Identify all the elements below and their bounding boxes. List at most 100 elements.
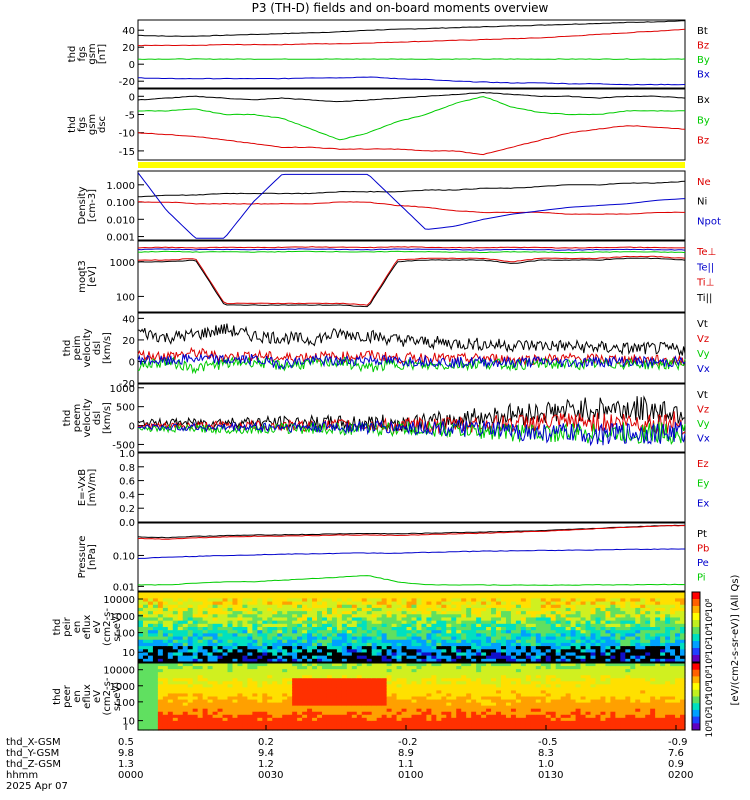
- heatmap-cell: [356, 696, 363, 701]
- heatmap-cell: [212, 623, 219, 628]
- heatmap-cell: [147, 614, 154, 619]
- heatmap-cell: [491, 623, 497, 628]
- heatmap-cell: [277, 604, 283, 609]
- heatmap-cell: [222, 696, 229, 701]
- heatmap-cell: [471, 687, 477, 692]
- heatmap-cell: [312, 702, 318, 707]
- heatmap-cell: [471, 611, 477, 615]
- heatmap-cell: [202, 649, 209, 654]
- heatmap-cell: [396, 592, 403, 596]
- heatmap-cell: [501, 614, 507, 619]
- heatmap-cell: [540, 592, 547, 596]
- heatmap-cell: [426, 726, 432, 731]
- heatmap-cell: [182, 693, 189, 698]
- heatmap-cell: [491, 639, 497, 644]
- heatmap-cell: [272, 672, 278, 676]
- heatmap-cell: [535, 717, 542, 722]
- heatmap-cell: [545, 627, 552, 631]
- heatmap-cell: [640, 714, 646, 719]
- heatmap-cell: [660, 726, 666, 731]
- heatmap-cell: [421, 666, 428, 670]
- heatmap-cell: [366, 705, 373, 710]
- heatmap-cell: [540, 642, 547, 647]
- heatmap-cell: [446, 714, 452, 719]
- heatmap-cell: [505, 666, 512, 670]
- heatmap-cell: [431, 658, 437, 663]
- heatmap-cell: [451, 630, 457, 634]
- heatmap-cell: [252, 717, 258, 722]
- heatmap-cell: [267, 696, 273, 701]
- heatmap-cell: [530, 714, 537, 719]
- panel-frame: [137, 88, 686, 161]
- heatmap-cell: [570, 633, 577, 638]
- heatmap-cell: [645, 649, 651, 654]
- heatmap-cell: [287, 636, 293, 641]
- heatmap-cell: [675, 614, 681, 619]
- heatmap-cell: [580, 611, 587, 615]
- ylabel-line: Pressure: [77, 536, 88, 579]
- heatmap-cell: [391, 693, 398, 698]
- heatmap-cell: [411, 658, 418, 663]
- heatmap-cell: [282, 687, 288, 692]
- heatmap-cell: [232, 592, 239, 596]
- heatmap-cell: [366, 726, 373, 731]
- heatmap-cell: [585, 636, 592, 641]
- heatmap-cell: [560, 639, 567, 644]
- heatmap-cell: [182, 592, 189, 596]
- heatmap-cell: [630, 675, 636, 679]
- heatmap-cell: [565, 611, 572, 615]
- heatmap-cell: [227, 723, 234, 728]
- heatmap-cell: [182, 627, 189, 631]
- heatmap-cell: [336, 639, 343, 644]
- heatmap-cell: [610, 604, 616, 609]
- heatmap-cell: [505, 708, 512, 713]
- heatmap-cell: [441, 646, 447, 650]
- heatmap-cell: [625, 720, 631, 725]
- heatmap-cell: [550, 655, 557, 660]
- heatmap-cell: [645, 652, 651, 657]
- heatmap-cell: [570, 702, 577, 707]
- heatmap-cell: [162, 666, 169, 670]
- heatmap-cell: [182, 720, 189, 725]
- heatmap-cell: [262, 655, 268, 660]
- heatmap-cell: [590, 592, 597, 596]
- heatmap-cell: [560, 693, 567, 698]
- heatmap-cell: [426, 611, 432, 615]
- heatmap-cell: [366, 636, 373, 641]
- heatmap-cell: [486, 633, 492, 638]
- heatmap-cell: [247, 614, 253, 619]
- heatmap-cell: [242, 702, 248, 707]
- heatmap-cell: [496, 646, 502, 650]
- ylabel-line: peem: [72, 404, 83, 432]
- heatmap-cell: [391, 672, 398, 676]
- heatmap-cell: [341, 675, 348, 679]
- heatmap-cell: [640, 620, 646, 625]
- heatmap-cell: [630, 595, 636, 599]
- heatmap-cell: [466, 687, 472, 692]
- heatmap-cell: [292, 642, 298, 647]
- heatmap-cell: [252, 614, 258, 619]
- heatmap-cell: [247, 642, 253, 647]
- heatmap-cell: [167, 720, 174, 725]
- heatmap-cell: [550, 675, 557, 679]
- heatmap-cell: [520, 696, 527, 701]
- legend-entry: Bx: [697, 70, 710, 81]
- heatmap-cell: [471, 714, 477, 719]
- heatmap-cell: [635, 646, 641, 650]
- heatmap-cell: [670, 655, 676, 660]
- heatmap-cell: [496, 726, 502, 731]
- heatmap-cell: [525, 604, 532, 609]
- heatmap-cell: [471, 646, 477, 650]
- heatmap-cell: [336, 711, 343, 716]
- heatmap-cell: [227, 681, 234, 685]
- heatmap-cell: [570, 595, 577, 599]
- heatmap-cell: [292, 702, 298, 707]
- heatmap-cell: [297, 675, 303, 679]
- heatmap-cell: [287, 607, 293, 612]
- heatmap-cell: [610, 642, 616, 647]
- heatmap-cell: [436, 687, 442, 692]
- heatmap-cell: [501, 598, 507, 603]
- heatmap-cell: [152, 672, 159, 676]
- heatmap-cell: [441, 684, 447, 688]
- heatmap-cell: [167, 663, 174, 667]
